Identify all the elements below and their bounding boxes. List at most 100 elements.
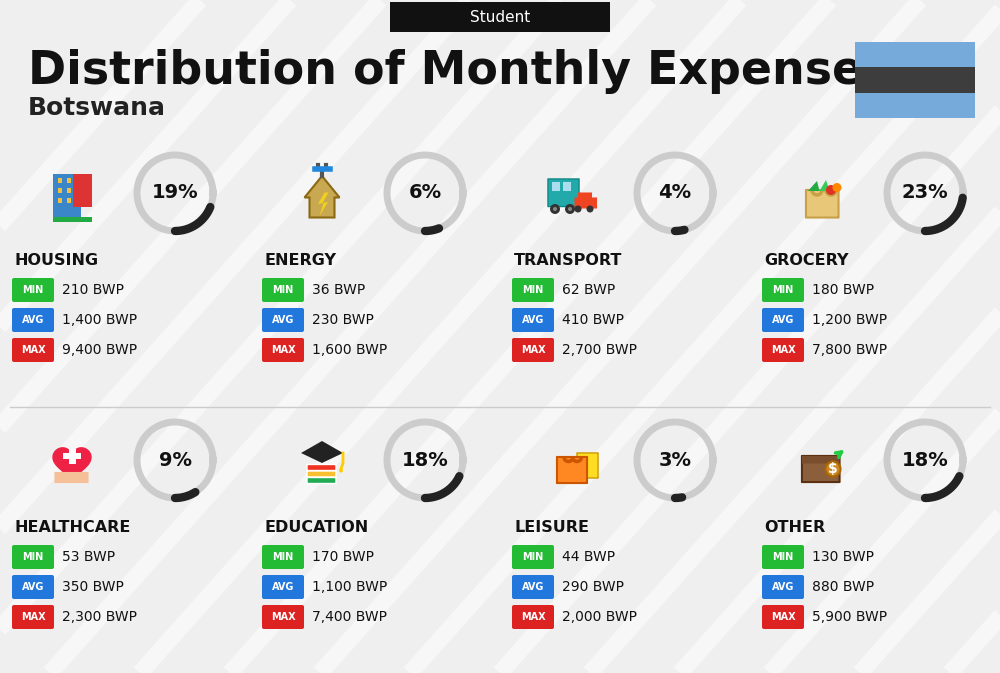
Text: 350 BWP: 350 BWP — [62, 580, 124, 594]
Text: 3%: 3% — [658, 450, 692, 470]
FancyBboxPatch shape — [54, 472, 89, 483]
FancyBboxPatch shape — [512, 575, 554, 599]
Text: AVG: AVG — [272, 315, 294, 325]
FancyBboxPatch shape — [262, 545, 304, 569]
Text: 62 BWP: 62 BWP — [562, 283, 615, 297]
Polygon shape — [304, 176, 340, 217]
Text: 1,100 BWP: 1,100 BWP — [312, 580, 387, 594]
Polygon shape — [53, 448, 91, 482]
Text: 290 BWP: 290 BWP — [562, 580, 624, 594]
FancyBboxPatch shape — [12, 575, 54, 599]
FancyBboxPatch shape — [12, 545, 54, 569]
Text: Student: Student — [470, 9, 530, 24]
FancyBboxPatch shape — [762, 308, 804, 332]
FancyBboxPatch shape — [512, 545, 554, 569]
Text: GROCERY: GROCERY — [764, 253, 848, 268]
FancyBboxPatch shape — [262, 575, 304, 599]
Text: ENERGY: ENERGY — [264, 253, 336, 268]
Text: 210 BWP: 210 BWP — [62, 283, 124, 297]
Text: AVG: AVG — [522, 315, 544, 325]
Polygon shape — [808, 181, 820, 191]
Text: $: $ — [828, 462, 838, 476]
Text: MAX: MAX — [771, 345, 795, 355]
Text: 7,400 BWP: 7,400 BWP — [312, 610, 387, 624]
Text: 23%: 23% — [902, 184, 948, 203]
Text: 230 BWP: 230 BWP — [312, 313, 374, 327]
Text: MIN: MIN — [272, 552, 294, 562]
Text: MAX: MAX — [21, 612, 45, 622]
Text: MAX: MAX — [521, 345, 545, 355]
FancyBboxPatch shape — [512, 278, 554, 302]
Polygon shape — [318, 192, 328, 216]
Text: EDUCATION: EDUCATION — [264, 520, 368, 535]
Text: Distribution of Monthly Expenses: Distribution of Monthly Expenses — [28, 50, 890, 94]
FancyBboxPatch shape — [762, 545, 804, 569]
Text: 18%: 18% — [902, 450, 948, 470]
FancyBboxPatch shape — [68, 449, 76, 464]
FancyBboxPatch shape — [557, 457, 587, 483]
Text: AVG: AVG — [22, 315, 44, 325]
Text: 6%: 6% — [408, 184, 442, 203]
Circle shape — [574, 205, 582, 213]
Text: 5,900 BWP: 5,900 BWP — [812, 610, 887, 624]
Text: AVG: AVG — [772, 582, 794, 592]
FancyBboxPatch shape — [12, 605, 54, 629]
Circle shape — [586, 205, 594, 213]
FancyBboxPatch shape — [512, 605, 554, 629]
Text: LEISURE: LEISURE — [514, 520, 589, 535]
FancyBboxPatch shape — [58, 188, 62, 193]
Text: 1,600 BWP: 1,600 BWP — [312, 343, 387, 357]
Text: 180 BWP: 180 BWP — [812, 283, 874, 297]
Polygon shape — [820, 180, 830, 191]
FancyBboxPatch shape — [12, 278, 54, 302]
Text: HOUSING: HOUSING — [14, 253, 98, 268]
Text: AVG: AVG — [772, 315, 794, 325]
FancyBboxPatch shape — [262, 278, 304, 302]
FancyBboxPatch shape — [307, 464, 336, 470]
Text: 130 BWP: 130 BWP — [812, 550, 874, 564]
FancyBboxPatch shape — [307, 471, 336, 477]
FancyBboxPatch shape — [307, 477, 336, 483]
Circle shape — [553, 207, 557, 211]
FancyBboxPatch shape — [12, 308, 54, 332]
Text: MAX: MAX — [21, 345, 45, 355]
Text: 7,800 BWP: 7,800 BWP — [812, 343, 887, 357]
FancyBboxPatch shape — [58, 198, 62, 203]
Text: MIN: MIN — [772, 552, 794, 562]
FancyBboxPatch shape — [262, 338, 304, 362]
Circle shape — [550, 204, 560, 214]
Circle shape — [565, 204, 575, 214]
FancyBboxPatch shape — [67, 198, 71, 203]
Text: AVG: AVG — [522, 582, 544, 592]
FancyBboxPatch shape — [802, 456, 840, 464]
FancyBboxPatch shape — [63, 453, 81, 459]
Text: 18%: 18% — [402, 450, 448, 470]
FancyBboxPatch shape — [855, 93, 975, 118]
FancyBboxPatch shape — [762, 338, 804, 362]
FancyBboxPatch shape — [262, 308, 304, 332]
Text: MAX: MAX — [271, 345, 295, 355]
FancyBboxPatch shape — [67, 178, 71, 183]
Text: 880 BWP: 880 BWP — [812, 580, 874, 594]
Text: OTHER: OTHER — [764, 520, 825, 535]
FancyBboxPatch shape — [58, 178, 62, 183]
Text: 19%: 19% — [152, 184, 198, 203]
FancyBboxPatch shape — [577, 453, 598, 478]
Text: 44 BWP: 44 BWP — [562, 550, 615, 564]
FancyBboxPatch shape — [53, 217, 92, 221]
Circle shape — [318, 449, 326, 457]
FancyBboxPatch shape — [855, 67, 975, 93]
FancyBboxPatch shape — [762, 575, 804, 599]
Text: 9%: 9% — [158, 450, 192, 470]
Text: 1,400 BWP: 1,400 BWP — [62, 313, 137, 327]
FancyBboxPatch shape — [53, 174, 80, 217]
Text: MIN: MIN — [772, 285, 794, 295]
Circle shape — [339, 468, 343, 472]
FancyBboxPatch shape — [806, 190, 839, 217]
Text: 170 BWP: 170 BWP — [312, 550, 374, 564]
FancyBboxPatch shape — [574, 197, 597, 209]
Text: 36 BWP: 36 BWP — [312, 283, 365, 297]
Text: 2,000 BWP: 2,000 BWP — [562, 610, 637, 624]
FancyBboxPatch shape — [855, 42, 975, 67]
FancyBboxPatch shape — [552, 182, 560, 191]
